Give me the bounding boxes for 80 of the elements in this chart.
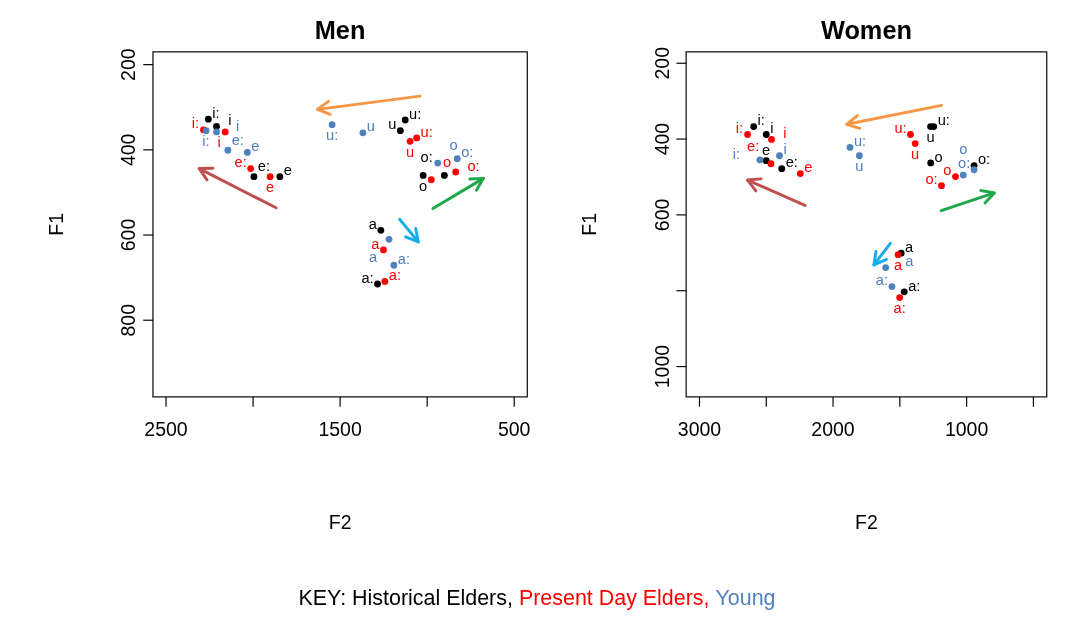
data-label: u (405, 143, 415, 160)
data-label: a: (908, 277, 921, 294)
y-tick-label: 400 (650, 122, 673, 156)
data-label: u (366, 118, 375, 135)
data-label: a: (388, 267, 401, 284)
data-label: i: (191, 115, 200, 132)
data-label: o: (958, 155, 971, 172)
data-label: i: (212, 104, 220, 121)
text: Historical Elders, (352, 585, 519, 610)
x-tick-label: 3000 (677, 417, 722, 440)
data-label: o (449, 137, 458, 154)
x-axis-title: F2 (328, 511, 352, 534)
data-label: u: (937, 112, 950, 129)
data-label: a (893, 256, 903, 273)
data-label: i (228, 112, 232, 129)
y-tick-label: 600 (117, 218, 140, 252)
y-axis-title: F1 (45, 213, 68, 236)
data-label: u: (853, 133, 867, 150)
data-label: i (770, 120, 774, 137)
x-tick-label: 2000 (811, 417, 855, 440)
text: Young (715, 585, 776, 610)
data-label: i: (735, 120, 744, 137)
data-label: o (443, 153, 452, 170)
data-label: u: (409, 105, 422, 122)
y-tick-label: 800 (117, 303, 140, 337)
data-label: e: (257, 158, 271, 175)
data-label: a (905, 238, 915, 255)
legend-title: KEY: (298, 585, 353, 610)
y-tick-label: 200 (650, 46, 673, 80)
data-label: u: (420, 123, 433, 140)
y-axis-title: F1 (578, 213, 601, 236)
x-tick-label: 2500 (144, 417, 188, 440)
data-label: e (762, 142, 771, 159)
data-label: a: (875, 272, 889, 289)
data-label: i (236, 117, 240, 134)
x-tick-label: 1500 (318, 417, 362, 440)
data-label: e: (747, 137, 760, 154)
data-label: a: (361, 269, 374, 286)
data-label: o: (978, 151, 991, 168)
data-label: a (369, 249, 379, 266)
data-label: o (943, 162, 952, 179)
data-label: o (419, 177, 428, 194)
data-label: u: (894, 120, 907, 137)
data-label: o: (925, 171, 938, 188)
data-label: u (855, 157, 864, 174)
data-label: u (388, 116, 397, 133)
data-label: o (959, 141, 968, 158)
data-label: a: (893, 299, 906, 316)
y-tick-label: 600 (650, 198, 673, 232)
data-label: i (783, 141, 787, 158)
data-label: o: (420, 149, 433, 166)
data-label: i (783, 125, 787, 142)
x-tick-label: 500 (497, 417, 531, 440)
data-label: u: (326, 126, 339, 143)
x-axis-title: F2 (855, 511, 878, 534)
data-label: a (905, 253, 915, 270)
data-label: e (265, 178, 275, 195)
x-tick-label: 1000 (944, 417, 989, 440)
data-label: o (934, 148, 943, 165)
data-label: u (926, 128, 935, 145)
data-label: e (251, 138, 260, 155)
data-label: a (368, 216, 378, 233)
data-label: e (283, 162, 292, 179)
data-label: a: (397, 250, 410, 267)
y-tick-label: 1000 (650, 344, 673, 389)
data-label: i: (757, 112, 765, 129)
data-label: i (217, 134, 221, 151)
data-label: e: (234, 154, 247, 171)
chart-title: Women (820, 16, 912, 45)
text: Present Day Elders, (518, 585, 716, 610)
data-label: e: (785, 154, 798, 171)
y-tick-label: 400 (117, 133, 140, 167)
data-label: e: (231, 132, 244, 149)
data-label: u (911, 145, 920, 162)
chart-title: Men (314, 16, 366, 45)
data-label: i: (732, 145, 741, 162)
y-tick-label: 200 (117, 48, 140, 81)
data-label: i: (202, 132, 210, 149)
data-label: a (371, 235, 381, 252)
data-label: e (804, 159, 813, 176)
